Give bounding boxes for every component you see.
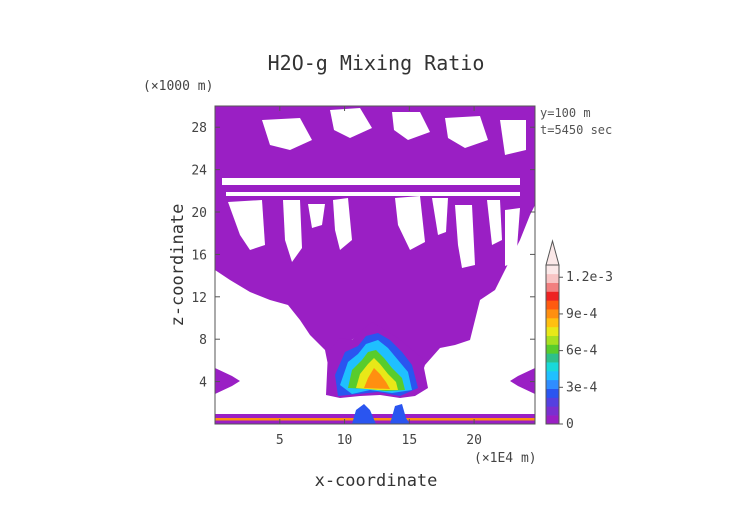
colorbar-swatch: [546, 406, 559, 416]
colorbar-swatch: [546, 353, 559, 363]
x-unit-label: (×1E4 m): [474, 451, 537, 466]
field-right-wisp: [510, 368, 535, 394]
x-axis-label: x-coordinate: [315, 471, 438, 491]
chart-title: H2O-g Mixing Ratio: [268, 51, 485, 75]
field-upper-region: [215, 106, 535, 385]
y-tick-label: 28: [191, 121, 207, 136]
y-tick-label: 16: [191, 248, 207, 263]
annotation-y: y=100 m: [540, 106, 591, 120]
colorbar-swatch: [546, 397, 559, 407]
colorbar-swatch: [546, 273, 559, 283]
colorbar-label: 6e-4: [566, 344, 597, 359]
field-left-wisp: [215, 368, 240, 394]
field-upper-streaks: [222, 108, 526, 268]
y-tick-label: 4: [199, 376, 207, 391]
colorbar-label: 0: [566, 417, 574, 432]
x-tick-label: 15: [402, 433, 418, 448]
y-tick-label: 24: [191, 164, 207, 179]
y-tick-label: 8: [199, 333, 207, 348]
colorbar-swatch: [546, 415, 559, 425]
y-axis-label: z-coordinate: [168, 204, 188, 327]
colorbar-swatch: [546, 379, 559, 389]
y-tick-label: 12: [191, 291, 207, 306]
annotation-t: t=5450 sec: [540, 123, 612, 137]
y-axis: 4 8 12 16 20 24 28: [191, 121, 535, 391]
x-axis: 5 10 15 20: [276, 106, 482, 448]
colorbar-swatch: [546, 371, 559, 381]
colorbar-swatch: [546, 300, 559, 310]
colorbar-swatch: [546, 344, 559, 354]
colorbar-swatch: [546, 291, 559, 301]
colorbar-swatch: [546, 326, 559, 336]
field-surface-band: [215, 418, 535, 421]
colorbar-swatch: [546, 309, 559, 319]
colorbar-swatch: [546, 318, 559, 328]
x-tick-label: 5: [276, 433, 284, 448]
colorbar-swatch: [546, 335, 559, 345]
colorbar-label: 3e-4: [566, 380, 597, 395]
colorbar-swatch: [546, 362, 559, 372]
colorbar-swatch: [546, 265, 559, 275]
colorbar-swatch: [546, 282, 559, 292]
x-tick-label: 10: [337, 433, 353, 448]
y-unit-label: (×1000 m): [143, 79, 213, 94]
colorbar-swatch: [546, 388, 559, 398]
colorbar-label: 1.2e-3: [566, 270, 613, 285]
colorbar-extend-arrow: [545, 239, 560, 266]
field-surface-bumps: [352, 404, 410, 424]
x-tick-label: 20: [466, 433, 482, 448]
y-tick-label: 20: [191, 206, 207, 221]
plot-frame: [214, 105, 536, 425]
colorbar: 0 3e-4 6e-4 9e-4 1.2e-3: [545, 239, 613, 432]
colorbar-label: 9e-4: [566, 307, 597, 322]
plot-field: [215, 106, 535, 424]
field-core-orange: [364, 368, 390, 389]
